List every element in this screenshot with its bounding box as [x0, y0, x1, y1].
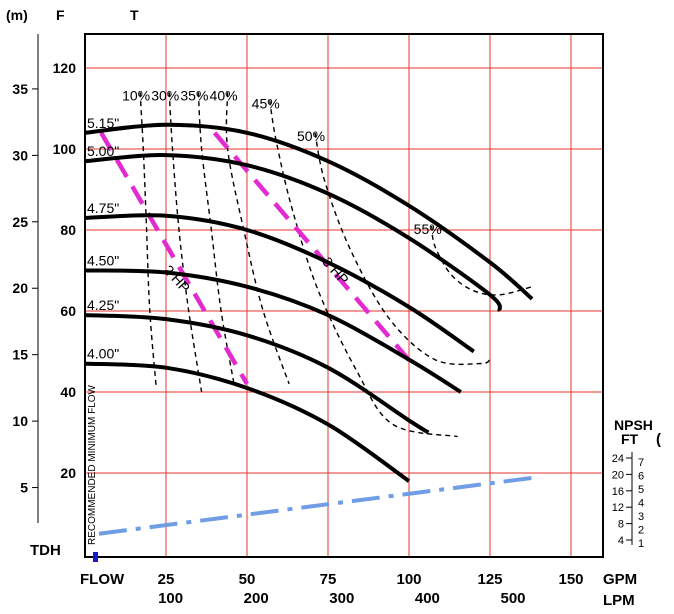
npsh-ft-tick-label: 4	[618, 535, 624, 547]
recommended-min-flow-label: RECOMMENDED MINIMUM FLOW	[87, 384, 98, 545]
efficiency-label-50pct: 50%	[297, 128, 325, 144]
y-tick-label-ft: 80	[60, 222, 76, 238]
npsh-ft-tick-label: 20	[612, 469, 624, 481]
x-tick-label-gpm: 25	[158, 571, 175, 588]
y-tick-label-m: 25	[12, 214, 28, 230]
efficiency-label-10pct: 10%	[122, 87, 150, 103]
gpm-unit-label: GPM	[603, 571, 637, 588]
efficiency-curve-50pct	[314, 132, 491, 366]
header-t-label: T	[130, 7, 139, 23]
tdh-label: TDH	[30, 542, 61, 559]
y-tick-label-ft: 40	[60, 384, 76, 400]
npsh-m-tick-label: 1	[638, 538, 644, 550]
x-tick-label-gpm: 150	[558, 571, 583, 588]
y-tick-label-m: 35	[12, 81, 28, 97]
power-line-2-hp	[99, 131, 249, 386]
x-tick-label-lpm: 500	[500, 590, 525, 607]
efficiency-label-35pct: 35%	[180, 87, 208, 103]
efficiency-label-30pct: 30%	[151, 87, 179, 103]
y-tick-label-m: 5	[20, 480, 28, 496]
grid-layer	[85, 34, 603, 557]
y-tick-label-m: 15	[12, 347, 28, 363]
npsh-m-tick-label: 5	[638, 484, 644, 496]
npsh-m-tick-label: 3	[638, 511, 644, 523]
x-tick-label-lpm: 400	[415, 590, 440, 607]
efficiency-label-55pct: 55%	[414, 221, 442, 237]
x-tick-label-gpm: 100	[396, 571, 421, 588]
x-tick-label-gpm: 75	[320, 571, 337, 588]
npsh-title: NPSH	[614, 417, 653, 433]
efficiency-curve-55pct	[431, 225, 533, 296]
y-tick-label-m: 20	[12, 280, 28, 296]
head-curve-5.00in	[84, 153, 502, 313]
efficiency-label-40pct: 40%	[210, 87, 238, 103]
efficiency-label-45pct: 45%	[252, 95, 280, 111]
efficiency-curve-30pct	[168, 92, 203, 393]
head-curve-label-4.00in: 4.00"	[87, 346, 119, 362]
efficiency-curve-10pct	[139, 92, 157, 389]
head-curve-label-4.75in: 4.75"	[87, 200, 119, 216]
efficiency-curve-35pct	[197, 92, 235, 385]
flow-label: FLOW	[80, 571, 125, 588]
head-curve-5.15in	[84, 122, 534, 301]
ft-axis-unit-label: F	[56, 7, 65, 23]
y-tick-label-m: 10	[12, 413, 28, 429]
x-tick-label-lpm: 200	[244, 590, 269, 607]
lpm-unit-label: LPM	[603, 592, 635, 609]
efficiency-curve-45pct	[269, 100, 458, 438]
npsh-m-tick-label: 6	[638, 471, 644, 483]
power-line-3-hp	[212, 131, 418, 370]
y-tick-label-ft: 100	[53, 141, 77, 157]
npsh-ft-tick-label: 24	[612, 453, 624, 465]
npsh-m-tick-label: 7	[638, 457, 644, 469]
head-curve-label-5.15in: 5.15"	[87, 115, 119, 131]
head-curve-4.00in	[84, 361, 411, 483]
npsh-ft-label: FT	[621, 431, 639, 447]
npsh-m-tick-label: 2	[638, 524, 644, 536]
m-axis-unit-label: (m)	[6, 7, 28, 23]
plot-border	[84, 33, 604, 558]
npsh-paren: (	[656, 431, 661, 448]
npsh-m-tick-label: 4	[638, 498, 644, 510]
head-curve-label-4.25in: 4.25"	[87, 297, 119, 313]
head-curve-4.75in	[84, 213, 475, 354]
x-tick-label-lpm: 300	[329, 590, 354, 607]
y-tick-label-ft: 60	[60, 303, 76, 319]
y-tick-label-ft: 20	[60, 465, 76, 481]
x-tick-label-gpm: 50	[239, 571, 256, 588]
min-flow-marker	[93, 552, 98, 562]
npsh-required-line	[98, 475, 539, 536]
head-curve-label-5.00in: 5.00"	[87, 143, 119, 159]
x-tick-label-gpm: 125	[477, 571, 502, 588]
npsh-ft-tick-label: 16	[612, 486, 624, 498]
x-tick-label-lpm: 100	[158, 590, 183, 607]
head-curve-4.25in	[84, 313, 430, 435]
y-tick-label-ft: 120	[53, 60, 77, 76]
npsh-ft-tick-label: 8	[618, 519, 624, 531]
head-curve-4.50in	[84, 268, 462, 394]
curve-layer	[84, 92, 539, 536]
npsh-ft-tick-label: 12	[612, 502, 624, 514]
y-tick-label-m: 30	[12, 147, 28, 163]
head-curve-label-4.50in: 4.50"	[87, 253, 119, 269]
